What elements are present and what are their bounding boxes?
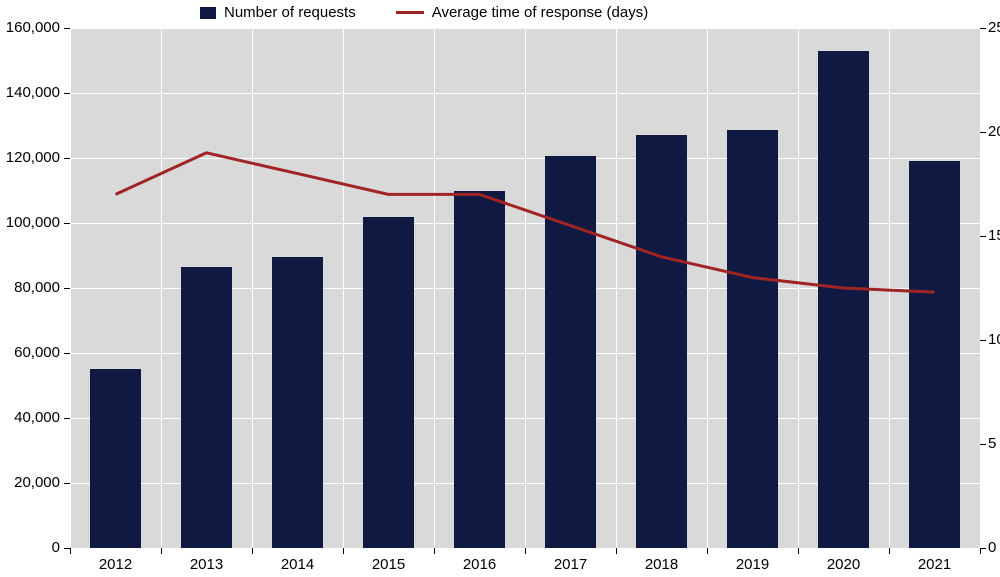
x-tick-label: 2018: [645, 556, 678, 573]
y-left-tick-label: 80,000: [0, 279, 60, 296]
y-left-tick-label: 140,000: [0, 84, 60, 101]
y-left-tick-mark: [64, 158, 70, 159]
x-tick-label: 2015: [372, 556, 405, 573]
y-right-tick-mark: [980, 444, 986, 445]
x-tick-label: 2021: [918, 556, 951, 573]
x-tick-mark: [707, 548, 708, 554]
y-left-tick-mark: [64, 223, 70, 224]
y-left-tick-mark: [64, 28, 70, 29]
x-tick-mark: [525, 548, 526, 554]
x-tick-label: 2017: [554, 556, 587, 573]
y-left-tick-label: 20,000: [0, 474, 60, 491]
requests-response-chart: Number of requests Average time of respon…: [0, 0, 1000, 577]
x-tick-mark: [252, 548, 253, 554]
x-tick-label: 2020: [827, 556, 860, 573]
legend-item: Average time of response (days): [396, 4, 649, 21]
y-left-tick-label: 60,000: [0, 344, 60, 361]
x-tick-mark: [616, 548, 617, 554]
response-time-line: [70, 28, 980, 548]
legend: Number of requests Average time of respon…: [200, 4, 648, 21]
y-right-tick-label: 0: [988, 539, 996, 556]
x-tick-label: 2019: [736, 556, 769, 573]
y-left-tick-label: 120,000: [0, 149, 60, 166]
x-tick-mark: [161, 548, 162, 554]
y-left-tick-mark: [64, 483, 70, 484]
x-tick-mark: [980, 548, 981, 554]
x-tick-label: 2016: [463, 556, 496, 573]
y-right-tick-label: 15: [988, 227, 1000, 244]
legend-swatch-bar: [200, 7, 216, 19]
y-right-tick-label: 25: [988, 19, 1000, 36]
legend-swatch-line: [396, 11, 424, 14]
y-left-tick-label: 160,000: [0, 19, 60, 36]
legend-label: Number of requests: [224, 4, 356, 21]
x-tick-mark: [889, 548, 890, 554]
y-right-tick-mark: [980, 236, 986, 237]
gridline-vertical: [980, 28, 981, 548]
x-tick-mark: [798, 548, 799, 554]
y-right-tick-mark: [980, 132, 986, 133]
x-tick-label: 2013: [190, 556, 223, 573]
y-right-tick-label: 10: [988, 331, 1000, 348]
y-right-tick-mark: [980, 340, 986, 341]
y-left-tick-mark: [64, 418, 70, 419]
y-left-tick-mark: [64, 288, 70, 289]
x-tick-mark: [434, 548, 435, 554]
legend-item: Number of requests: [200, 4, 356, 21]
y-left-tick-label: 40,000: [0, 409, 60, 426]
y-left-tick-mark: [64, 93, 70, 94]
y-right-tick-mark: [980, 28, 986, 29]
y-left-tick-label: 0: [0, 539, 60, 556]
y-right-tick-label: 5: [988, 435, 996, 452]
plot-area: [70, 28, 980, 549]
legend-label: Average time of response (days): [432, 4, 649, 21]
x-tick-label: 2012: [99, 556, 132, 573]
x-tick-mark: [70, 548, 71, 554]
x-tick-label: 2014: [281, 556, 314, 573]
y-left-tick-label: 100,000: [0, 214, 60, 231]
x-tick-mark: [343, 548, 344, 554]
y-right-tick-label: 20: [988, 123, 1000, 140]
y-left-tick-mark: [64, 353, 70, 354]
